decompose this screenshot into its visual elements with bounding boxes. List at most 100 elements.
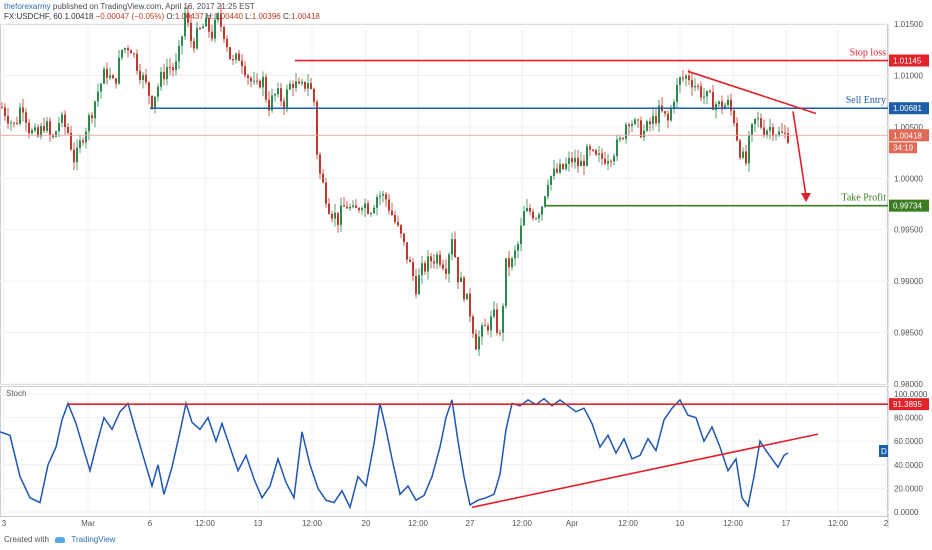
tradingview-logo-icon	[55, 536, 66, 543]
candle-body	[130, 50, 132, 54]
candle-body	[22, 107, 24, 113]
candle-body	[502, 305, 504, 333]
candle-body	[109, 75, 111, 78]
candle-body	[160, 71, 162, 87]
price-y-tick-label: 1.01500	[894, 20, 923, 29]
x-tick-label: 12:00	[618, 519, 639, 528]
open-label: O:	[166, 12, 175, 21]
candle-body	[676, 84, 678, 102]
x-tick-label: 13	[254, 519, 263, 528]
candle-body	[235, 53, 237, 60]
ohlc-readout: FX:USDCHF, 60 1.00418 −0.00047 (−0.05%) …	[4, 12, 320, 22]
candle-body	[352, 205, 354, 207]
sell-entry-price-tag	[889, 102, 929, 115]
current-price-tag	[889, 129, 929, 142]
candle-body	[466, 293, 468, 300]
stoch-overbought-tag-label: 91.3895	[893, 400, 922, 409]
candle-body	[766, 130, 768, 136]
candle-body	[256, 80, 258, 82]
candle-body	[685, 75, 687, 79]
candle-body	[463, 277, 465, 300]
candle-body	[355, 205, 357, 208]
candle-body	[163, 71, 165, 80]
candle-body	[469, 293, 471, 317]
candle-body	[76, 147, 78, 163]
candle-body	[700, 86, 702, 98]
price-y-tick-label: 1.01000	[894, 71, 923, 80]
target-arrow-head-icon	[801, 192, 811, 202]
candle-body	[169, 67, 171, 69]
candle-body	[64, 114, 66, 128]
sell-entry-annotation: Sell Entry	[846, 95, 886, 106]
candle-body	[682, 77, 684, 79]
candle-body	[313, 88, 315, 102]
candle-body	[151, 95, 153, 109]
candle-body	[478, 336, 480, 350]
stoch-current-tag-label: D	[881, 447, 887, 456]
price-y-tick-label: 0.99000	[894, 277, 923, 286]
candle-body	[331, 213, 333, 219]
candle-body	[100, 83, 102, 92]
candle-body	[49, 121, 51, 135]
candle-body	[187, 12, 189, 23]
stoch-y-tick-label: 40.0000	[894, 461, 923, 470]
candle-body	[523, 211, 525, 226]
x-tick-label: 20	[362, 519, 371, 528]
candle-body	[316, 101, 318, 155]
candle-body	[262, 76, 264, 88]
candle-body	[34, 127, 36, 131]
candle-body	[145, 74, 147, 83]
x-tick-label: Apr	[566, 519, 579, 528]
candle-body	[589, 146, 591, 150]
candle-body	[85, 131, 87, 143]
x-tick-label: 12:00	[302, 519, 323, 528]
x-tick-label: 2	[884, 519, 889, 528]
candle-body	[475, 333, 477, 350]
candle-body	[121, 49, 123, 58]
candle-body	[265, 76, 267, 100]
candle-body	[334, 212, 336, 219]
x-tick-label: 12:00	[512, 519, 533, 528]
candle-body	[538, 214, 540, 219]
candle-body	[181, 36, 183, 46]
candle-body	[1, 107, 3, 109]
stoch-rising-trendline	[471, 433, 819, 509]
candle-body	[634, 119, 636, 125]
author-name[interactable]: theforexarmy	[4, 2, 51, 11]
current-price-tag-label: 1.00418	[893, 131, 922, 140]
candle-body	[679, 77, 681, 85]
candle-body	[292, 83, 294, 88]
x-tick-label: 6	[148, 519, 153, 528]
candle-body	[73, 149, 75, 163]
target-arrow-shaft	[792, 111, 807, 197]
candle-body	[271, 95, 273, 111]
take-profit-price-tag-label: 0.99734	[893, 202, 922, 211]
candle-body	[133, 53, 135, 55]
candle-body	[769, 127, 771, 131]
candle-body	[115, 78, 117, 84]
candle-body	[622, 137, 624, 139]
candle-body	[409, 259, 411, 263]
candle-body	[118, 57, 120, 84]
candle-body	[577, 157, 579, 167]
stop-loss-annotation: Stop loss	[850, 48, 887, 59]
candle-body	[757, 118, 759, 120]
tradingview-brand[interactable]: TradingView	[71, 535, 116, 544]
candle-body	[604, 158, 606, 164]
countdown-tag-label: 34:19	[893, 143, 914, 152]
candle-body	[79, 140, 81, 148]
candle-body	[337, 212, 339, 225]
candle-body	[628, 124, 630, 127]
candle-body	[451, 239, 453, 255]
candle-body	[643, 130, 645, 138]
candle-body	[616, 139, 618, 157]
x-tick-label: 10	[676, 519, 685, 528]
candle-body	[544, 196, 546, 207]
candle-body	[781, 131, 783, 133]
candle-body	[427, 256, 429, 272]
low-label: L:	[245, 12, 252, 21]
candle-body	[448, 254, 450, 274]
candlestick-series	[1, 5, 789, 356]
open-value: 1.00437	[174, 12, 204, 21]
